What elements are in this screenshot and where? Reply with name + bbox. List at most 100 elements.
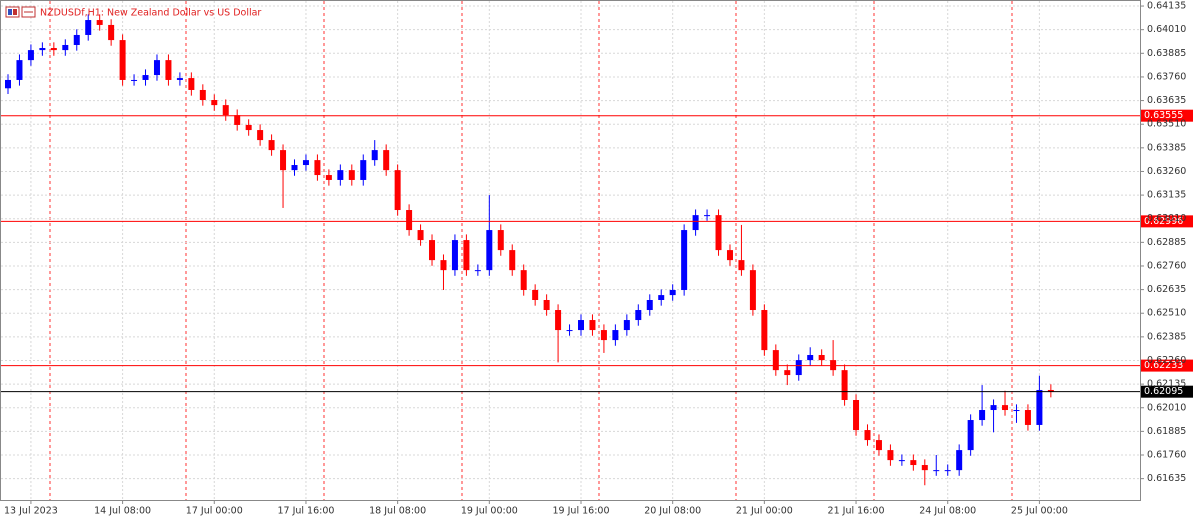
candle-body <box>784 370 791 376</box>
x-tick-label: 19 Jul 16:00 <box>553 506 610 517</box>
x-tick-label: 21 Jul 16:00 <box>828 506 885 517</box>
x-tick-label: 17 Jul 16:00 <box>277 506 334 517</box>
x-tick-label: 20 Jul 08:00 <box>644 506 701 517</box>
x-tick-label: 14 Jul 08:00 <box>94 506 151 517</box>
candle-body <box>532 289 539 300</box>
title-icon <box>5 6 36 18</box>
candle-body <box>131 79 138 81</box>
candle-body <box>222 105 229 116</box>
level-label: 0.62996 <box>1144 216 1183 227</box>
y-tick-label: 0.63010 <box>1147 213 1186 224</box>
y-tick-label: 0.61760 <box>1147 450 1186 461</box>
candle-body <box>933 470 940 472</box>
candle-body <box>967 420 974 451</box>
candle-body <box>348 170 355 180</box>
y-tick-label: 0.63385 <box>1147 142 1186 153</box>
x-tick-label: 18 Jul 08:00 <box>369 506 426 517</box>
candle-body <box>669 289 676 296</box>
y-tick-label: 0.62885 <box>1147 237 1186 248</box>
candle-body <box>257 130 264 141</box>
candle-body <box>50 48 57 51</box>
y-tick-label: 0.62760 <box>1147 260 1186 271</box>
candle-body <box>841 370 848 400</box>
candle-body <box>325 175 332 180</box>
candle-body <box>314 160 321 176</box>
y-tick-label: 0.63885 <box>1147 48 1186 59</box>
candle-body <box>245 124 252 131</box>
candle-body <box>1002 405 1009 411</box>
y-tick-label: 0.61885 <box>1147 426 1186 437</box>
candle-body <box>153 60 160 76</box>
candle-body <box>5 79 11 89</box>
candle-body <box>635 310 642 321</box>
y-tick-label: 0.62010 <box>1147 402 1186 413</box>
candle-body <box>73 34 80 45</box>
candles <box>5 14 1054 486</box>
candle-body <box>291 165 298 171</box>
level-label: 0.62095 <box>1144 386 1183 397</box>
candle-body <box>555 310 562 331</box>
y-tick-label: 0.62135 <box>1147 379 1186 390</box>
candle-body <box>406 210 413 231</box>
candle-body <box>772 350 779 371</box>
grid <box>1 1 1144 504</box>
candle-body <box>39 48 46 51</box>
x-tick-label: 21 Jul 00:00 <box>736 506 793 517</box>
candle-body <box>96 20 103 25</box>
icon-part <box>13 9 17 15</box>
candle-body <box>979 410 986 421</box>
candle-body <box>360 160 367 180</box>
candle-body <box>176 78 183 80</box>
candle-body <box>142 75 149 80</box>
x-tick-label: 25 Jul 00:00 <box>1011 506 1068 517</box>
candle-body <box>62 44 69 51</box>
candle-body <box>990 405 997 411</box>
candle-body <box>681 230 688 290</box>
candle-body <box>108 24 115 41</box>
candle-body <box>337 170 344 180</box>
candle-body <box>807 355 814 361</box>
y-tick-label: 0.61635 <box>1147 473 1186 484</box>
y-tick-label: 0.62260 <box>1147 355 1186 366</box>
candle-body <box>1024 410 1031 425</box>
y-tick-label: 0.62385 <box>1147 331 1186 342</box>
candle-body <box>383 150 390 171</box>
candle-body <box>658 295 665 300</box>
x-tick-label: 17 Jul 00:00 <box>186 506 243 517</box>
candle-body <box>910 460 917 466</box>
candle-body <box>578 320 584 331</box>
candle-body <box>715 215 722 251</box>
levels: 0.63555 0.62996 0.62233 0.62095 <box>1 109 1193 398</box>
x-tick-label: 13 Jul 2023 <box>4 506 58 517</box>
candle-body <box>451 240 458 271</box>
candle-body <box>463 240 470 271</box>
candle-body <box>944 470 951 472</box>
candle-body <box>887 450 894 461</box>
candle-body <box>853 400 860 431</box>
y-tick-label: 0.63260 <box>1147 166 1186 177</box>
candle-body <box>738 260 745 271</box>
y-tick-label: 0.62635 <box>1147 284 1186 295</box>
candle-body <box>1036 389 1043 425</box>
level-tag <box>1141 109 1193 122</box>
candle-body <box>199 89 206 100</box>
candle-body <box>211 100 218 106</box>
level-tag <box>1141 215 1193 228</box>
x-tick-label: 19 Jul 00:00 <box>461 506 518 517</box>
chart-title: NZDUSDf,H1: New Zealand Dollar vs US Dol… <box>40 8 261 19</box>
candle-body <box>440 260 447 271</box>
candle-body <box>921 465 928 471</box>
candle-body <box>543 300 550 311</box>
y-tick-label: 0.63135 <box>1147 190 1186 201</box>
icon <box>5 6 20 18</box>
candle-body <box>692 215 699 231</box>
candle-body <box>726 250 733 261</box>
candle-body <box>818 355 825 361</box>
candle-body <box>509 250 516 271</box>
candle-body <box>302 160 309 166</box>
candle-body <box>234 115 241 125</box>
y-tick-label: 0.64135 <box>1147 1 1186 12</box>
candle-body <box>474 270 481 272</box>
candle-body <box>486 230 493 271</box>
